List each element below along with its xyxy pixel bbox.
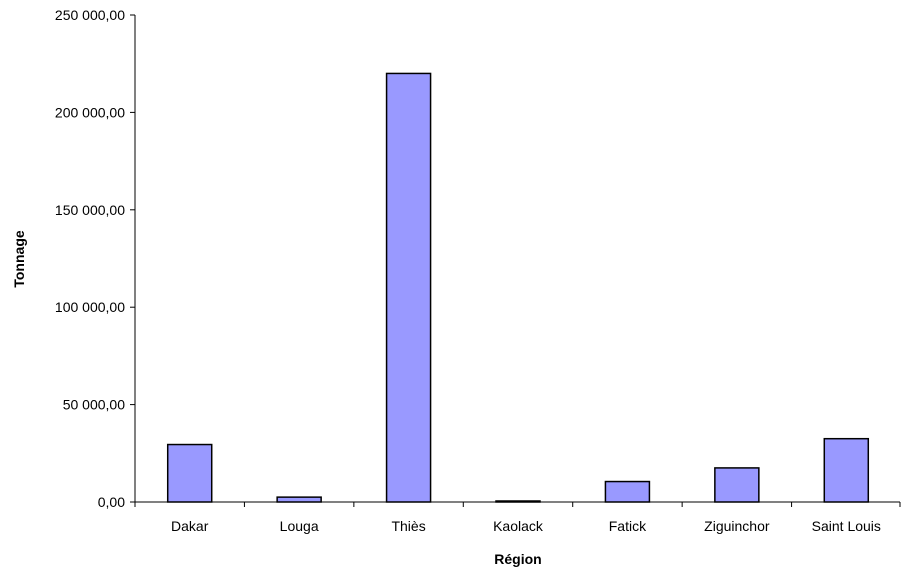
- bar-fatick: [604, 480, 651, 503]
- x-tick-label: Saint Louis: [812, 518, 881, 534]
- y-axis-title: Tonnage: [11, 230, 27, 288]
- y-tick-label: 200 000,00: [55, 104, 125, 120]
- y-axis: 0,00 50 000,00 100 000,00 150 000,00 200 000…: [55, 7, 136, 510]
- bar-kaolack: [495, 500, 541, 503]
- bar-saint-louis: [823, 437, 870, 503]
- x-tick-label: Fatick: [609, 518, 647, 534]
- bar-dakar: [166, 443, 213, 503]
- x-tick-label: Kaolack: [493, 518, 544, 534]
- bars: [166, 72, 870, 503]
- x-tick-label: Ziguinchor: [704, 518, 770, 534]
- x-tick-label: Thiès: [391, 518, 425, 534]
- y-tick-label: 250 000,00: [55, 7, 125, 23]
- y-tick-label: 50 000,00: [63, 397, 125, 413]
- y-tick-label: 0,00: [98, 494, 125, 510]
- bar-thiès: [385, 72, 432, 503]
- x-axis: Dakar Louga Thiès Kaolack Fatick Ziguinchor Sa…: [134, 501, 901, 534]
- y-tick-label: 100 000,00: [55, 299, 125, 315]
- bar-ziguinchor: [714, 467, 760, 503]
- x-tick-label: Louga: [280, 518, 319, 534]
- y-tick-label: 150 000,00: [55, 202, 125, 218]
- bar-louga: [276, 496, 322, 503]
- x-axis-title: Région: [494, 551, 541, 567]
- x-tick-label: Dakar: [171, 518, 209, 534]
